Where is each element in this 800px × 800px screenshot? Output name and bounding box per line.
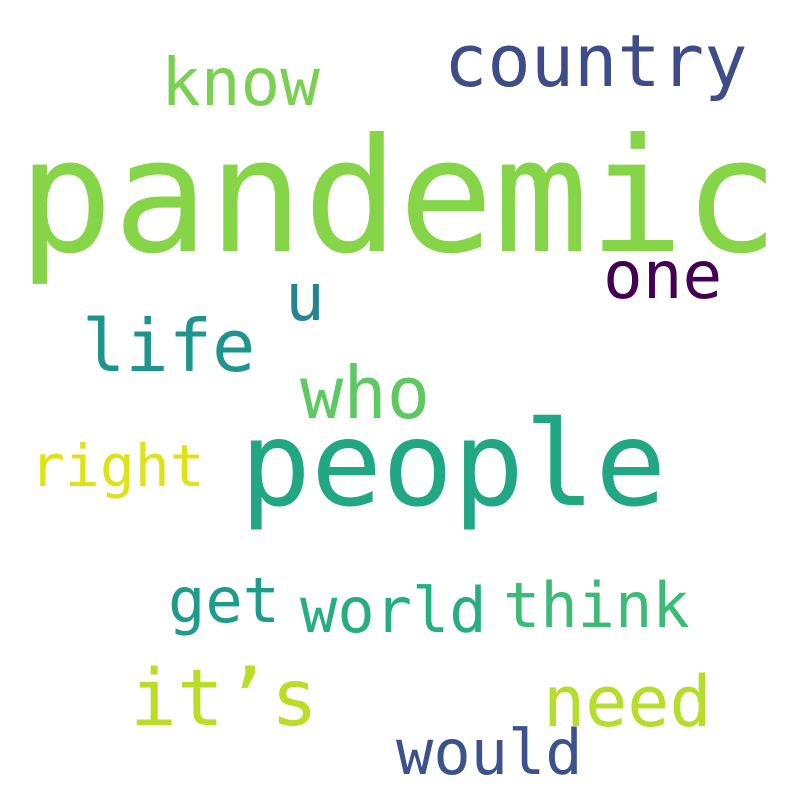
word-its: it’s [130, 654, 318, 744]
word-need: need [543, 661, 712, 743]
word-get: get [168, 564, 280, 637]
word-world: world [300, 574, 487, 647]
word-would: would [396, 716, 583, 789]
word-right: right [30, 432, 205, 500]
word-think: think [503, 569, 690, 642]
word-one: one [603, 237, 723, 314]
word-pandemic: pandemic [18, 105, 779, 289]
word-country: country [444, 19, 748, 103]
word-who: who [300, 351, 431, 435]
word-life: life [82, 304, 256, 388]
word-know: know [161, 44, 320, 121]
word-people: people [240, 395, 667, 533]
word-u: u [285, 259, 325, 336]
